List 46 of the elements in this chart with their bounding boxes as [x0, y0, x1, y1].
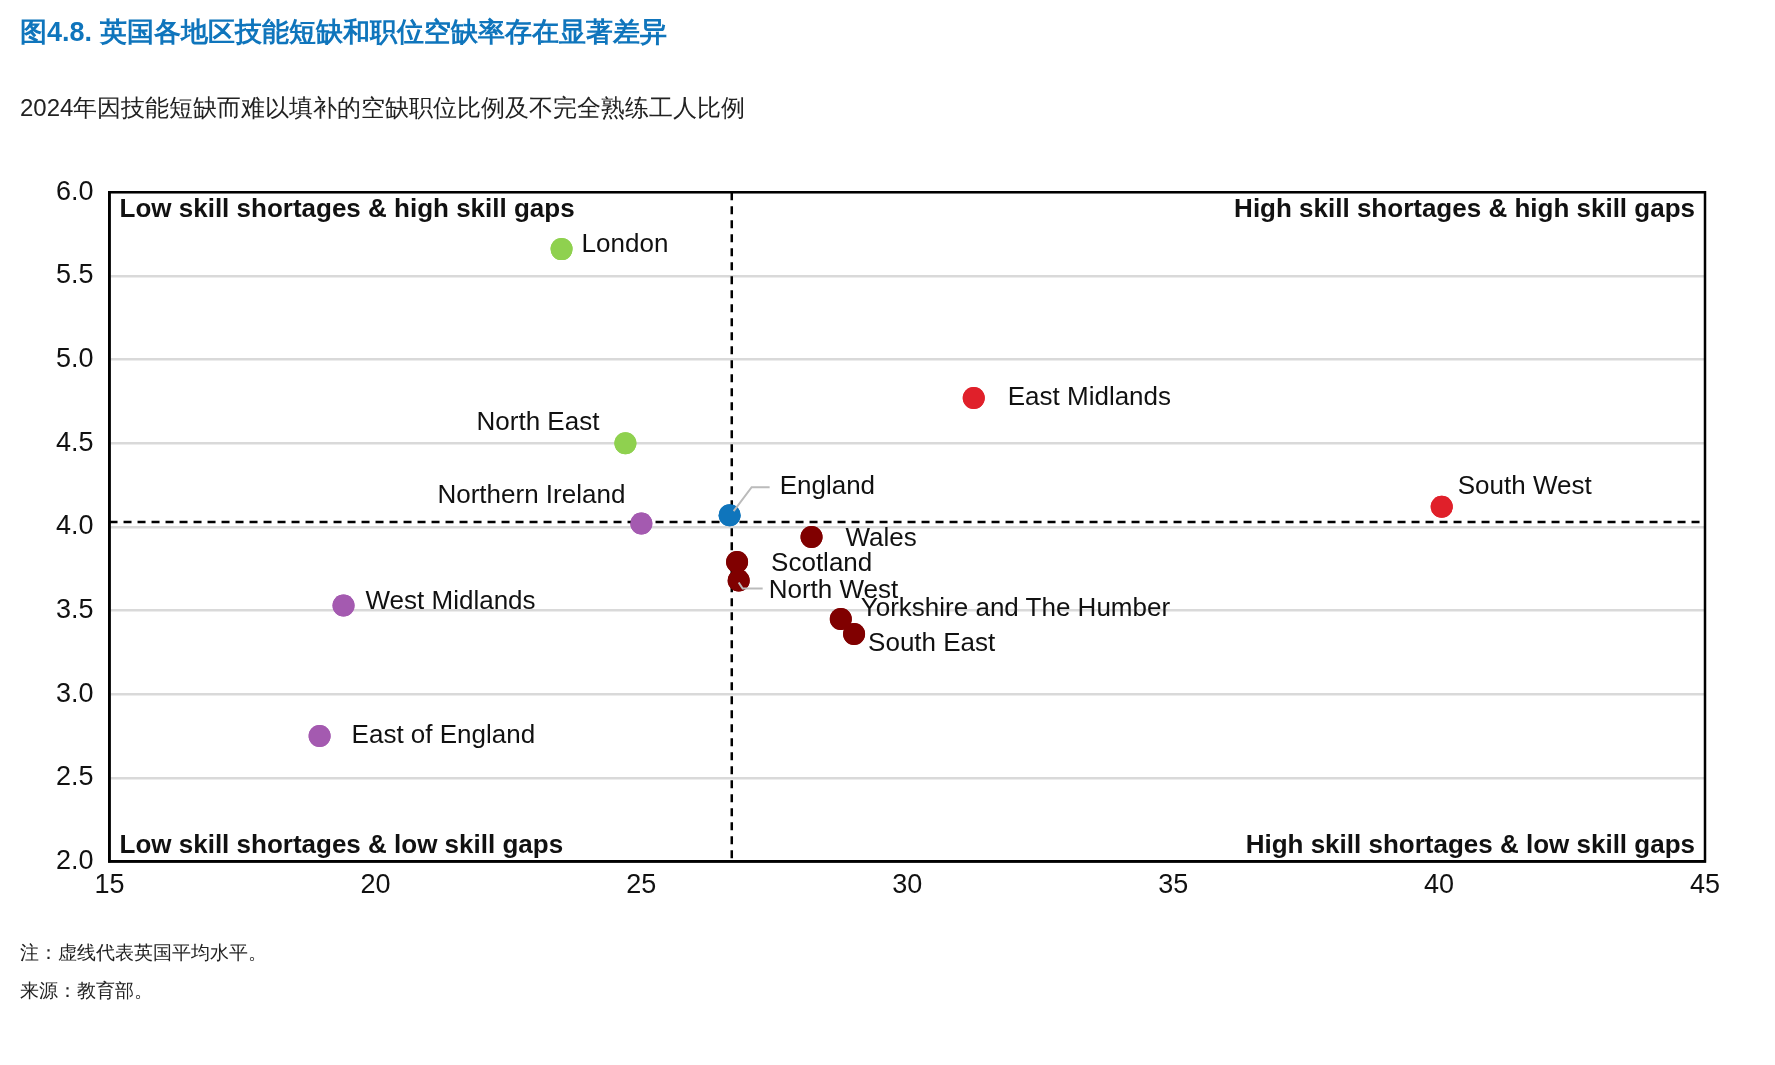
series-label: England: [779, 470, 876, 501]
x-tick-label: 45: [1689, 869, 1721, 900]
chart-title: 图4.8. 英国各地区技能短缺和职位空缺率存在显著差异: [20, 16, 667, 49]
series-label: East Midlands: [1007, 381, 1172, 412]
y-tick-label: 2.0: [55, 845, 94, 876]
text: 注：虚线代表英国平均水平。: [20, 941, 267, 965]
point: [726, 551, 749, 574]
y-tick-label: 2.5: [55, 761, 94, 792]
series-label: West Midlands: [365, 584, 536, 615]
point: [630, 512, 653, 535]
chart-subtitle: 2024年因技能短缺而难以填补的空缺职位比例及不完全熟练工人比例: [20, 93, 746, 123]
series-label: South West: [1457, 469, 1593, 500]
y-tick-label: 5.0: [55, 343, 94, 373]
series-label: London: [581, 228, 669, 259]
point: [1430, 495, 1453, 518]
annotation: High skill shortages & high skill gaps: [1234, 193, 1695, 224]
y-tick-label: 4.0: [55, 510, 94, 541]
x-tick-label: 30: [892, 869, 923, 900]
series-label: Northern Ireland: [437, 478, 626, 509]
annotation: Low skill shortages & high skill gaps: [119, 193, 575, 224]
y-tick-label: 4.5: [55, 426, 94, 457]
source-note: 来源：教育部。: [20, 979, 153, 1003]
series-label: North East: [476, 406, 601, 437]
x-tick-label: 25: [626, 869, 657, 900]
y-tick-label: 3.0: [55, 677, 94, 708]
point: [829, 607, 852, 630]
point: [843, 623, 866, 645]
series-label: East of England: [351, 719, 536, 750]
x-tick-label: 35: [1158, 869, 1189, 900]
point: [962, 387, 985, 410]
x-tick-label: 15: [94, 869, 125, 900]
point: [308, 725, 331, 748]
point: [718, 504, 741, 527]
x-tick-label: 40: [1424, 869, 1455, 900]
y-tick-label: 5.5: [55, 259, 94, 290]
point: [550, 238, 573, 261]
point: [332, 594, 355, 617]
point: [614, 432, 637, 455]
annotation: High skill shortages & low skill gaps: [1245, 828, 1695, 859]
annotation: Low skill shortages & low skill gaps: [119, 828, 564, 859]
point: [727, 569, 750, 592]
y-tick-label: 3.5: [55, 594, 94, 625]
point: [800, 525, 823, 548]
series-label: South East: [868, 627, 997, 658]
x-tick-label: 20: [360, 869, 391, 900]
y-tick-label: 6.0: [55, 175, 94, 206]
